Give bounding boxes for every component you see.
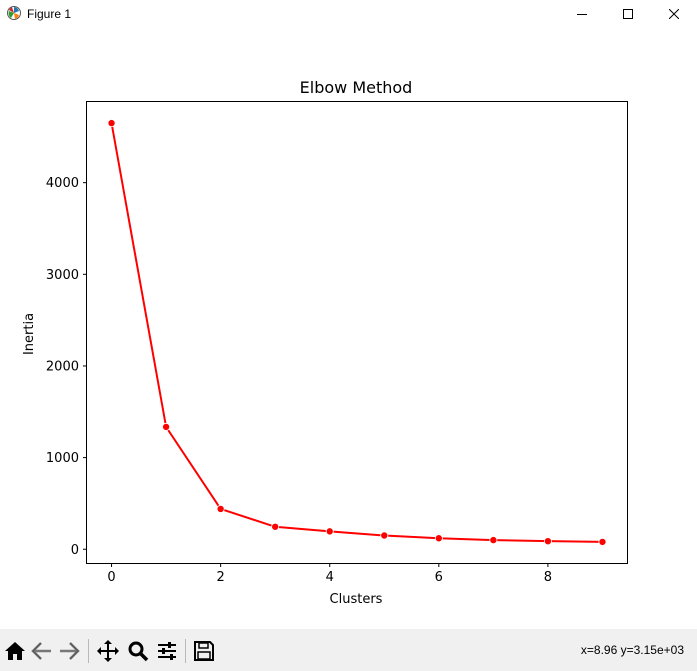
back-button[interactable] bbox=[29, 638, 55, 664]
minimize-button[interactable] bbox=[559, 0, 605, 28]
save-icon bbox=[194, 641, 214, 661]
zoom-button[interactable] bbox=[125, 638, 151, 664]
y-axis-label: Inertia bbox=[22, 313, 37, 355]
y-tick-label: 1000 bbox=[46, 451, 79, 466]
chart-title: Elbow Method bbox=[300, 78, 413, 97]
minimize-icon bbox=[577, 14, 587, 15]
configure-subplots-button[interactable] bbox=[154, 638, 180, 664]
save-button[interactable] bbox=[191, 638, 217, 664]
data-point bbox=[489, 536, 498, 545]
line-chart: Elbow Method 0 2 4 6 8 0 1000 2000 3000 4000 Clus… bbox=[22, 78, 628, 607]
home-button[interactable] bbox=[2, 638, 28, 664]
window-titlebar: Figure 1 bbox=[0, 0, 697, 28]
configure-subplots-icon bbox=[158, 642, 176, 660]
close-button[interactable] bbox=[651, 0, 697, 28]
x-tick-label: 0 bbox=[107, 570, 115, 585]
data-point bbox=[325, 527, 334, 536]
toolbar-separator bbox=[185, 639, 186, 663]
x-tick-label: 6 bbox=[435, 570, 443, 585]
zoom-icon bbox=[128, 641, 149, 662]
x-tick-label: 4 bbox=[326, 570, 334, 585]
y-tick-label: 4000 bbox=[46, 176, 79, 191]
data-point bbox=[107, 119, 116, 128]
forward-icon bbox=[60, 642, 80, 660]
matplotlib-app-icon bbox=[6, 5, 22, 21]
x-tick-label: 8 bbox=[544, 570, 552, 585]
x-tick-label: 2 bbox=[216, 570, 224, 585]
cursor-coordinates: x=8.96 y=3.15e+03 bbox=[580, 643, 684, 657]
plot-area-frame bbox=[86, 101, 628, 564]
home-icon bbox=[5, 642, 25, 660]
maximize-button[interactable] bbox=[605, 0, 651, 28]
data-point bbox=[543, 537, 552, 546]
x-axis-label: Clusters bbox=[330, 592, 383, 607]
data-point bbox=[216, 504, 225, 513]
navigation-toolbar: x=8.96 y=3.15e+03 bbox=[0, 629, 697, 671]
y-tick-label: 0 bbox=[71, 543, 79, 558]
data-point bbox=[380, 531, 389, 540]
data-point bbox=[162, 422, 171, 431]
y-tick-label: 2000 bbox=[46, 359, 79, 374]
data-point bbox=[434, 534, 443, 543]
window-title: Figure 1 bbox=[27, 7, 72, 21]
back-icon bbox=[31, 642, 51, 660]
pan-icon bbox=[97, 640, 119, 662]
data-point bbox=[271, 522, 280, 531]
maximize-icon bbox=[623, 9, 633, 19]
data-point bbox=[598, 537, 607, 546]
toolbar-separator bbox=[88, 639, 89, 663]
figure-canvas[interactable]: Elbow Method 0 2 4 6 8 0 1000 2000 3000 4000 Clus… bbox=[0, 28, 697, 629]
forward-button[interactable] bbox=[56, 638, 82, 664]
y-tick-label: 3000 bbox=[46, 268, 79, 283]
series-line bbox=[110, 122, 603, 543]
pan-button[interactable] bbox=[95, 638, 121, 664]
close-icon bbox=[669, 9, 679, 19]
